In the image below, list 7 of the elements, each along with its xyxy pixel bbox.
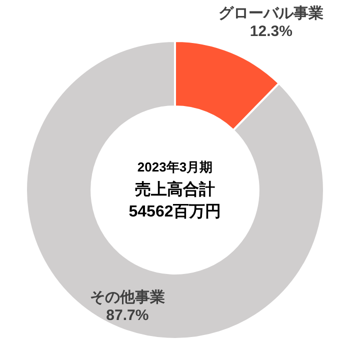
slice-label: グローバル事業 bbox=[218, 5, 324, 22]
text: 売上高合計 bbox=[135, 179, 215, 198]
slice-label: その他事業 bbox=[90, 289, 165, 306]
text: 54562百万円 bbox=[128, 203, 222, 220]
data-label: 87.7% bbox=[106, 307, 149, 324]
text: 2023年3月期 bbox=[137, 160, 213, 175]
data-label: 12.3% bbox=[250, 23, 292, 40]
